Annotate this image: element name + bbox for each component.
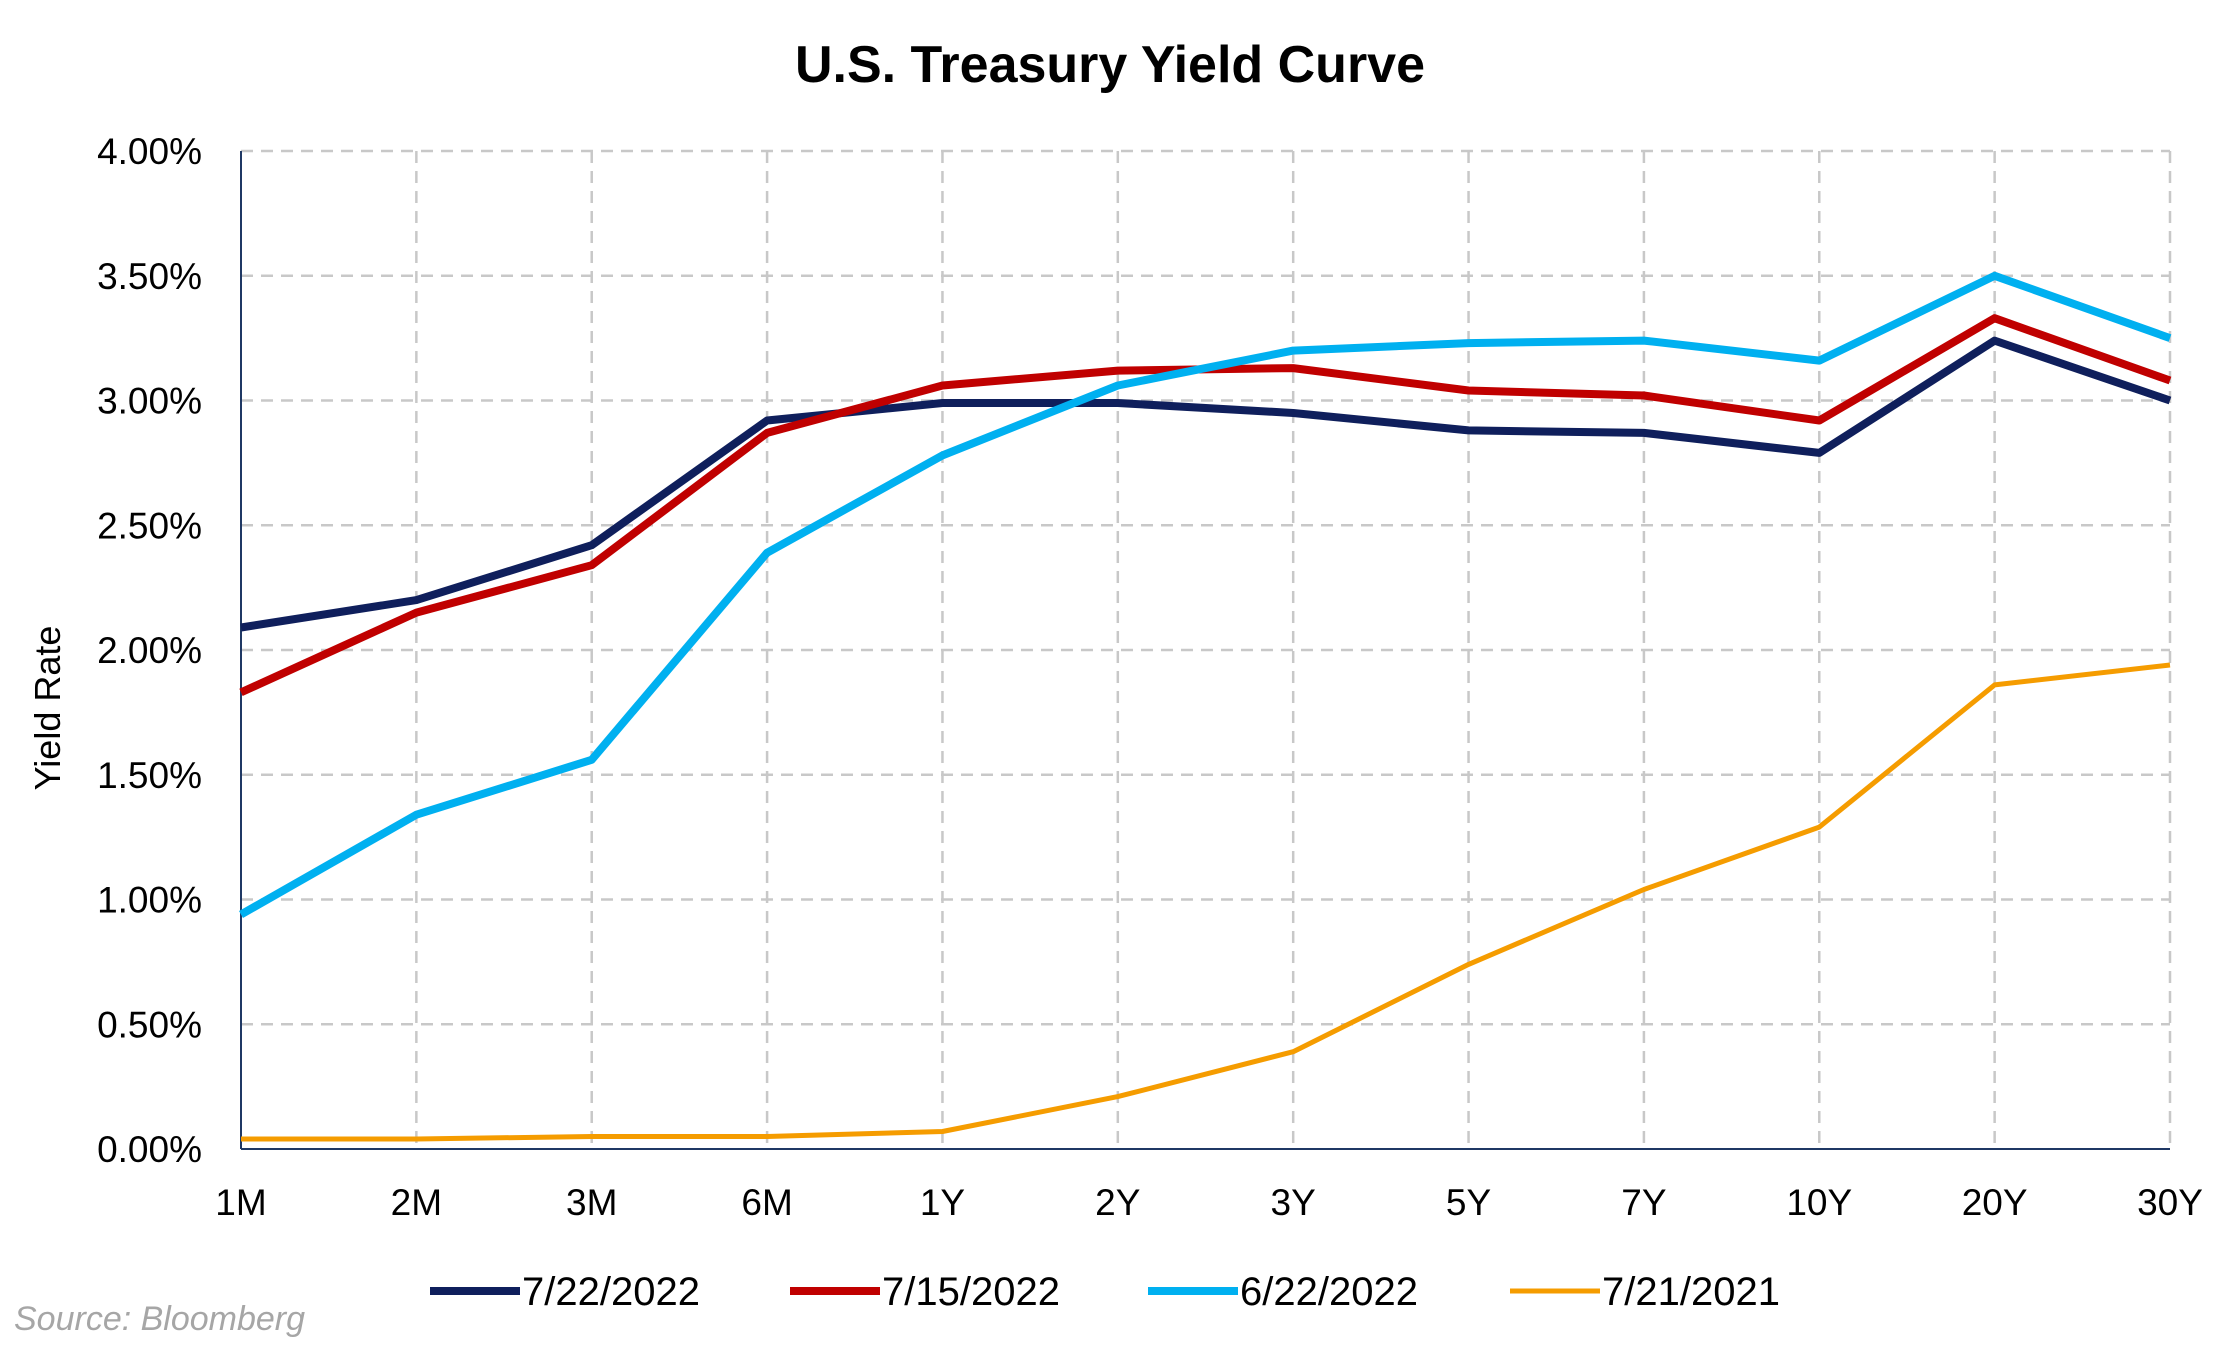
series-lines — [239, 271, 2172, 1142]
y-axis-label: Yield Rate — [27, 626, 68, 791]
axes — [240, 151, 2170, 1150]
y-tick-label: 4.00% — [97, 131, 202, 172]
legend-label: 7/21/2021 — [1602, 1270, 1780, 1314]
legend: 7/22/2022 7/15/2022 6/22/2022 7/21/2021 — [430, 1270, 1780, 1314]
y-axis-ticks: 0.00% 0.50% 1.00% 1.50% 2.00% 2.50% 3.00% 3.50%… — [97, 131, 202, 1170]
x-tick-label: 7Y — [1621, 1182, 1666, 1223]
legend-label: 7/22/2022 — [522, 1270, 700, 1314]
legend-label: 6/22/2022 — [1240, 1270, 1418, 1314]
x-tick-label: 3Y — [1271, 1182, 1316, 1223]
x-tick-label: 20Y — [1962, 1182, 2028, 1223]
series-line-2 — [239, 314, 2172, 697]
y-tick-label: 3.00% — [97, 381, 202, 422]
x-tick-label: 10Y — [1786, 1182, 1852, 1223]
x-tick-label: 3M — [566, 1182, 617, 1223]
x-tick-label: 2Y — [1095, 1182, 1140, 1223]
y-tick-label: 1.00% — [97, 880, 202, 921]
x-tick-label: 6M — [741, 1182, 792, 1223]
x-tick-label: 1M — [215, 1182, 266, 1223]
x-axis-ticks: 1M 2M 3M 6M 1Y 2Y 3Y 5Y 7Y 10Y 20Y 30Y — [215, 1182, 2203, 1223]
y-tick-label: 1.50% — [97, 755, 202, 796]
source-note: Source: Bloomberg — [14, 1300, 306, 1338]
legend-label: 7/15/2022 — [882, 1270, 1060, 1314]
grid — [241, 149, 2172, 1149]
y-tick-label: 3.50% — [97, 256, 202, 297]
chart-title: U.S. Treasury Yield Curve — [795, 36, 1425, 94]
series-line-3 — [239, 271, 2172, 918]
series-line-1 — [240, 336, 2172, 632]
x-tick-label: 30Y — [2137, 1182, 2203, 1223]
y-tick-label: 0.00% — [97, 1129, 202, 1170]
y-tick-label: 2.00% — [97, 630, 202, 671]
x-tick-label: 5Y — [1446, 1182, 1491, 1223]
y-tick-label: 0.50% — [97, 1004, 202, 1045]
x-tick-label: 2M — [391, 1182, 442, 1223]
series-line-4 — [241, 662, 2171, 1142]
y-tick-label: 2.50% — [97, 505, 202, 546]
x-tick-label: 1Y — [920, 1182, 965, 1223]
